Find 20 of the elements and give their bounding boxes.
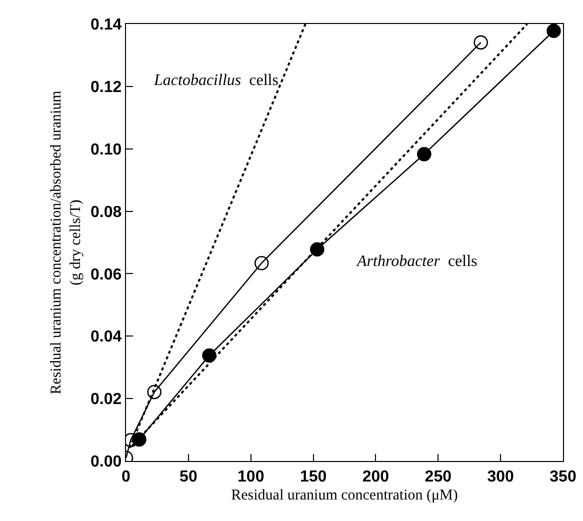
y-tick-label: 0.10 [90, 141, 122, 158]
x-tick-label: 200 [362, 468, 390, 486]
x-tick-label: 0 [122, 468, 131, 486]
y-tick-label: 0.14 [90, 16, 122, 34]
x-tick-label: 350 [550, 468, 576, 486]
x-tick-label: 100 [238, 468, 264, 486]
y-tick-label: 0.08 [90, 204, 122, 221]
x-tick-label: 50 [180, 468, 198, 486]
y-axis-title: Residual uranium concentration/absorbed uranium (g dry cells/T) [48, 90, 84, 394]
x-tick-label: 250 [424, 468, 452, 486]
y-tick-label: 0.06 [90, 266, 122, 284]
x-tick-label: 300 [487, 468, 514, 486]
x-axis-title: Residual uranium concentration (μM) [231, 487, 458, 504]
y-tick-label: 0.12 [90, 79, 122, 96]
x-tick-label: 150 [300, 468, 327, 486]
annotation: Lactobacillus cells [153, 72, 278, 89]
y-tick-label: 0.02 [90, 391, 122, 408]
annotation: Arthrobacter cells [356, 253, 478, 270]
y-tick-label: 0.04 [90, 328, 122, 346]
y-tick-label: 0.00 [90, 454, 122, 471]
